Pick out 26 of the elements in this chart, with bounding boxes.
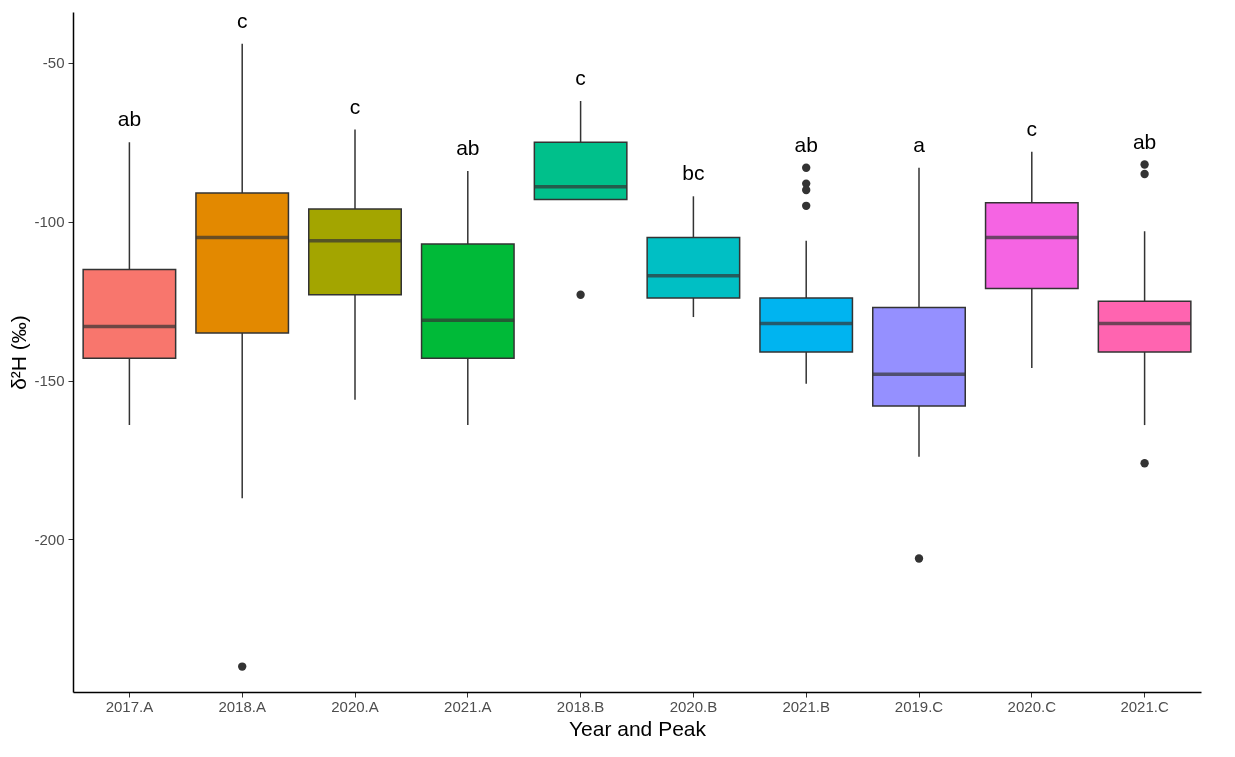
- annotation: ab: [117, 107, 142, 131]
- x-tick-label: 2021.B: [782, 697, 830, 715]
- x-tick-label: 2018.B: [556, 697, 605, 715]
- annotation: ab: [1132, 129, 1157, 153]
- x-tick-label: 2020.B: [669, 697, 718, 715]
- y-tick-label: -50: [42, 54, 65, 72]
- x-tick-label: 2021.C: [1120, 697, 1169, 715]
- annotation: c: [236, 8, 248, 32]
- x-tick-label: 2018.A: [218, 697, 266, 715]
- y-axis-title: δ²H (‰): [7, 315, 31, 390]
- x-tick-label: 2020.A: [331, 697, 379, 715]
- annotation: ab: [794, 132, 818, 156]
- x-tick-label: 2019.C: [894, 697, 944, 715]
- annotation: c: [349, 94, 361, 118]
- x-tick-label: 2021.A: [444, 697, 492, 715]
- y-tick-label: -200: [34, 530, 65, 548]
- y-tick-label: -150: [34, 372, 65, 390]
- x-axis-title: Year and Peak: [568, 716, 707, 740]
- annotation: a: [913, 132, 926, 156]
- annotation: c: [575, 65, 586, 89]
- annotation: c: [1026, 116, 1038, 140]
- x-tick-label: 2020.C: [1007, 697, 1057, 715]
- x-tick-label: 2017.A: [105, 697, 154, 715]
- annotation: bc: [682, 161, 705, 185]
- y-tick-label: -100: [34, 213, 65, 231]
- annotation: ab: [456, 135, 480, 159]
